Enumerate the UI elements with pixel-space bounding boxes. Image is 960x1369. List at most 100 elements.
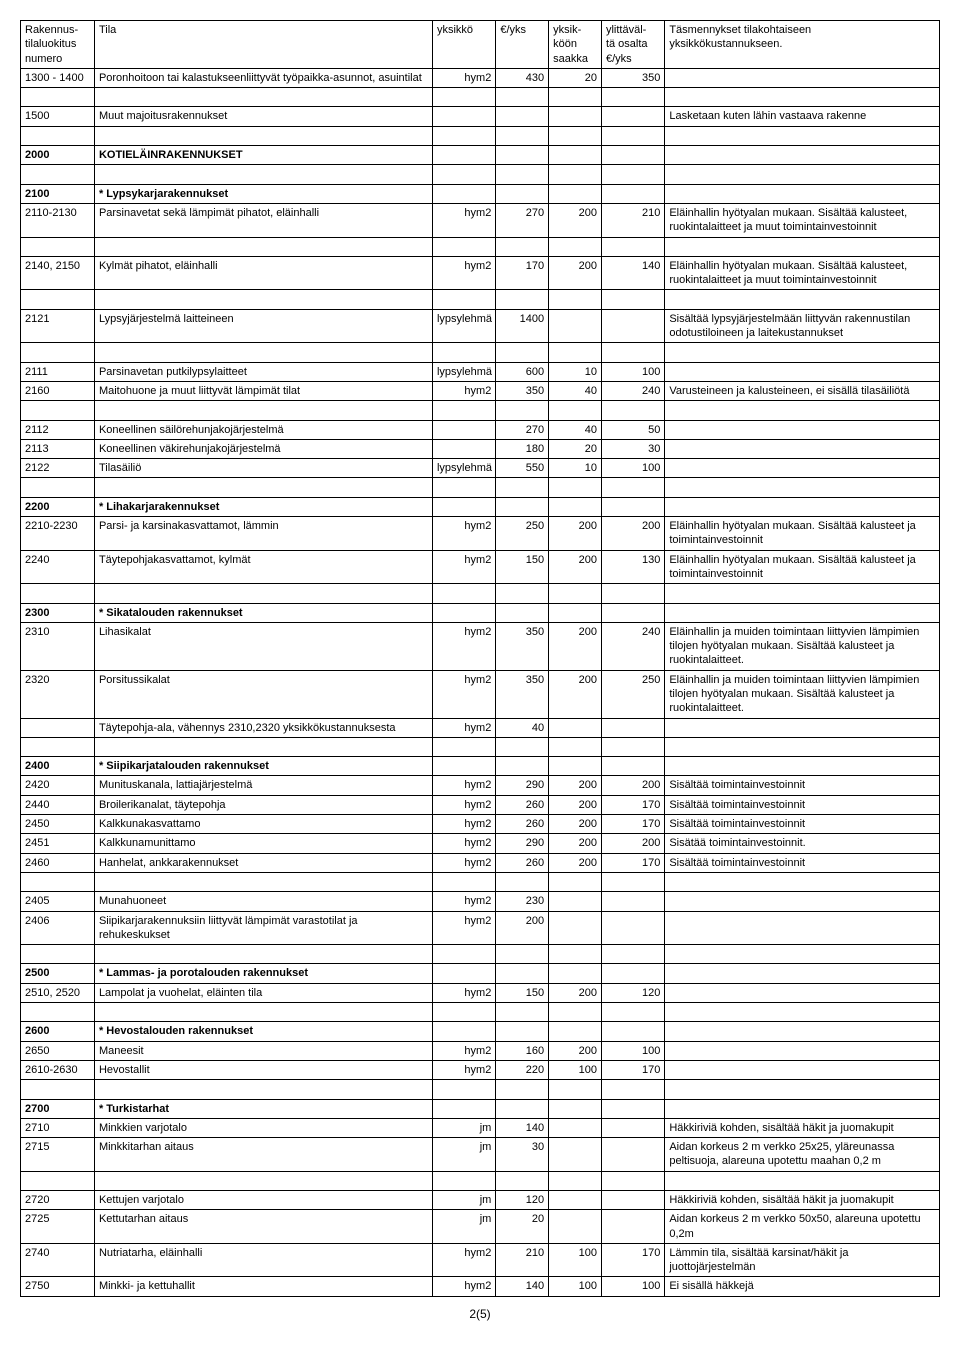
table-cell: Maitohuone ja muut liittyvät lämpimät ti… bbox=[94, 381, 432, 400]
table-cell: Minkkitarhan aitaus bbox=[94, 1138, 432, 1172]
table-cell: 20 bbox=[549, 68, 602, 87]
table-cell bbox=[665, 497, 940, 516]
table-cell: 200 bbox=[549, 1041, 602, 1060]
spacer-cell bbox=[496, 737, 549, 756]
table-cell bbox=[549, 1022, 602, 1041]
table-cell bbox=[549, 1138, 602, 1172]
table-cell bbox=[601, 1099, 664, 1118]
spacer-cell bbox=[665, 401, 940, 420]
table-cell: Kettujen varjotalo bbox=[94, 1191, 432, 1210]
spacer-cell bbox=[549, 1171, 602, 1190]
table-cell: 120 bbox=[601, 983, 664, 1002]
spacer-cell bbox=[21, 1080, 95, 1099]
table-cell: 2113 bbox=[21, 439, 95, 458]
table-cell: 20 bbox=[496, 1210, 549, 1244]
table-cell: Eläinhallin hyötyalan mukaan. Sisältää k… bbox=[665, 256, 940, 290]
table-cell: 2400 bbox=[21, 757, 95, 776]
table-cell bbox=[665, 1041, 940, 1060]
table-cell: 100 bbox=[549, 1060, 602, 1079]
spacer-cell bbox=[496, 88, 549, 107]
spacer-cell bbox=[94, 1171, 432, 1190]
table-cell bbox=[665, 68, 940, 87]
table-cell: 2240 bbox=[21, 550, 95, 584]
table-cell: 200 bbox=[496, 911, 549, 945]
table-cell: * Lypsykarjarakennukset bbox=[94, 184, 432, 203]
table-cell: 100 bbox=[601, 1277, 664, 1296]
spacer-cell bbox=[496, 401, 549, 420]
spacer-cell bbox=[549, 88, 602, 107]
table-cell: 200 bbox=[549, 256, 602, 290]
spacer-cell bbox=[21, 872, 95, 891]
table-cell: 2122 bbox=[21, 459, 95, 478]
spacer-cell bbox=[21, 401, 95, 420]
table-cell bbox=[601, 1210, 664, 1244]
spacer-cell bbox=[432, 165, 495, 184]
table-cell: * Sikatalouden rakennukset bbox=[94, 603, 432, 622]
table-cell: 100 bbox=[601, 362, 664, 381]
spacer-cell bbox=[601, 1171, 664, 1190]
table-cell: 10 bbox=[549, 362, 602, 381]
header-cell: yksikkö bbox=[432, 21, 495, 69]
spacer-cell bbox=[432, 88, 495, 107]
spacer-cell bbox=[94, 88, 432, 107]
table-cell bbox=[496, 1099, 549, 1118]
table-cell: 250 bbox=[496, 517, 549, 551]
table-cell: 2121 bbox=[21, 309, 95, 343]
table-cell: Varusteineen ja kalusteineen, ei sisällä… bbox=[665, 381, 940, 400]
table-cell bbox=[496, 497, 549, 516]
table-cell bbox=[496, 757, 549, 776]
spacer-cell bbox=[496, 165, 549, 184]
table-cell: Parsinavetat sekä lämpimät pihatot, eläi… bbox=[94, 203, 432, 237]
table-cell: * Lihakarjarakennukset bbox=[94, 497, 432, 516]
spacer-cell bbox=[549, 343, 602, 362]
spacer-cell bbox=[665, 126, 940, 145]
spacer-cell bbox=[432, 584, 495, 603]
table-cell: 260 bbox=[496, 795, 549, 814]
table-cell: 200 bbox=[549, 517, 602, 551]
table-cell: hym2 bbox=[432, 517, 495, 551]
table-cell bbox=[432, 184, 495, 203]
table-cell bbox=[432, 603, 495, 622]
table-cell bbox=[496, 603, 549, 622]
table-cell bbox=[432, 1099, 495, 1118]
table-cell: hym2 bbox=[432, 622, 495, 670]
spacer-cell bbox=[94, 478, 432, 497]
table-cell: KOTIELÄINRAKENNUKSET bbox=[94, 146, 432, 165]
spacer-cell bbox=[665, 1080, 940, 1099]
spacer-cell bbox=[601, 945, 664, 964]
table-cell: 2110-2130 bbox=[21, 203, 95, 237]
table-cell: hym2 bbox=[432, 550, 495, 584]
spacer-cell bbox=[94, 290, 432, 309]
spacer-cell bbox=[432, 945, 495, 964]
table-cell: Koneellinen väkirehunjakojärjestelmä bbox=[94, 439, 432, 458]
spacer-cell bbox=[665, 872, 940, 891]
table-cell: 200 bbox=[549, 550, 602, 584]
spacer-cell bbox=[21, 343, 95, 362]
table-cell bbox=[432, 439, 495, 458]
table-cell bbox=[665, 718, 940, 737]
spacer-cell bbox=[665, 478, 940, 497]
spacer-cell bbox=[549, 1003, 602, 1022]
spacer-cell bbox=[432, 401, 495, 420]
table-cell bbox=[549, 1099, 602, 1118]
table-cell: 2460 bbox=[21, 853, 95, 872]
table-cell: Parsinavetan putkilypsylaitteet bbox=[94, 362, 432, 381]
table-cell: 180 bbox=[496, 439, 549, 458]
spacer-cell bbox=[601, 1003, 664, 1022]
table-cell: 2420 bbox=[21, 776, 95, 795]
table-cell: * Lammas- ja porotalouden rakennukset bbox=[94, 964, 432, 983]
table-cell: hym2 bbox=[432, 776, 495, 795]
table-cell bbox=[601, 184, 664, 203]
spacer-cell bbox=[601, 737, 664, 756]
table-cell bbox=[665, 892, 940, 911]
table-cell: 2650 bbox=[21, 1041, 95, 1060]
table-cell: 2310 bbox=[21, 622, 95, 670]
spacer-cell bbox=[496, 1003, 549, 1022]
table-cell: 170 bbox=[601, 815, 664, 834]
table-cell: 200 bbox=[601, 834, 664, 853]
table-cell: 170 bbox=[601, 1060, 664, 1079]
table-cell bbox=[665, 184, 940, 203]
table-cell: hym2 bbox=[432, 1243, 495, 1277]
table-cell: 1400 bbox=[496, 309, 549, 343]
spacer-cell bbox=[432, 1080, 495, 1099]
